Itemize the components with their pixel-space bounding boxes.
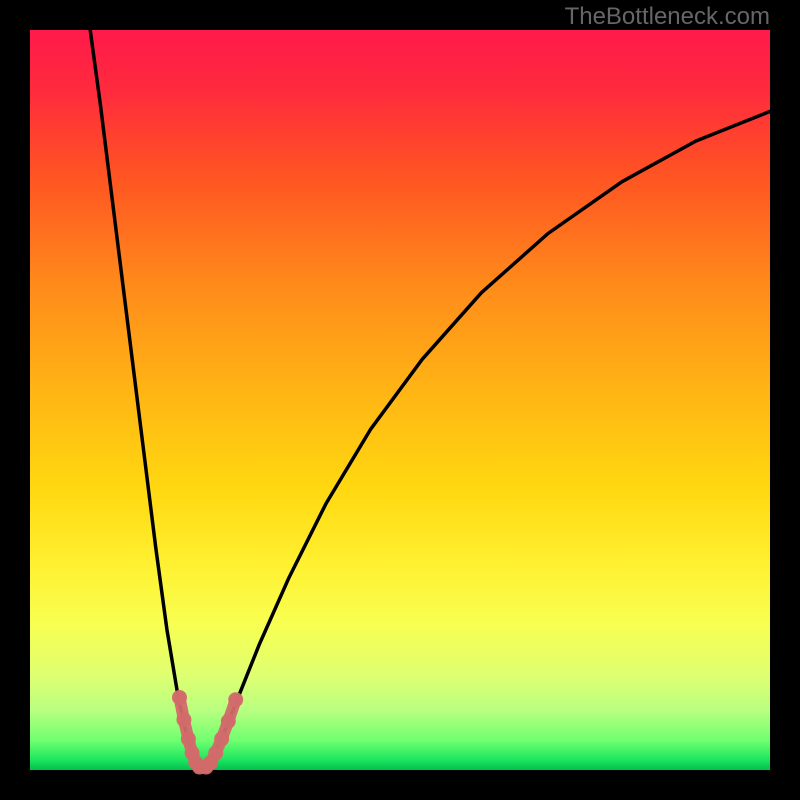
marker-right-dot [208, 745, 223, 760]
curve-left-branch [89, 23, 200, 767]
marker-right-dot [228, 692, 243, 707]
marker-left-dot [176, 712, 191, 727]
bottleneck-curve-chart [30, 30, 770, 770]
watermark-text: TheBottleneck.com [565, 3, 770, 31]
marker-right-dot [214, 731, 229, 746]
marker-left-dot [172, 690, 187, 705]
marker-right-dot [221, 714, 236, 729]
marker-left-dot [181, 731, 196, 746]
chart-frame: TheBottleneck.com [0, 0, 800, 800]
curve-right-branch [205, 111, 770, 766]
plot-area [30, 30, 770, 770]
